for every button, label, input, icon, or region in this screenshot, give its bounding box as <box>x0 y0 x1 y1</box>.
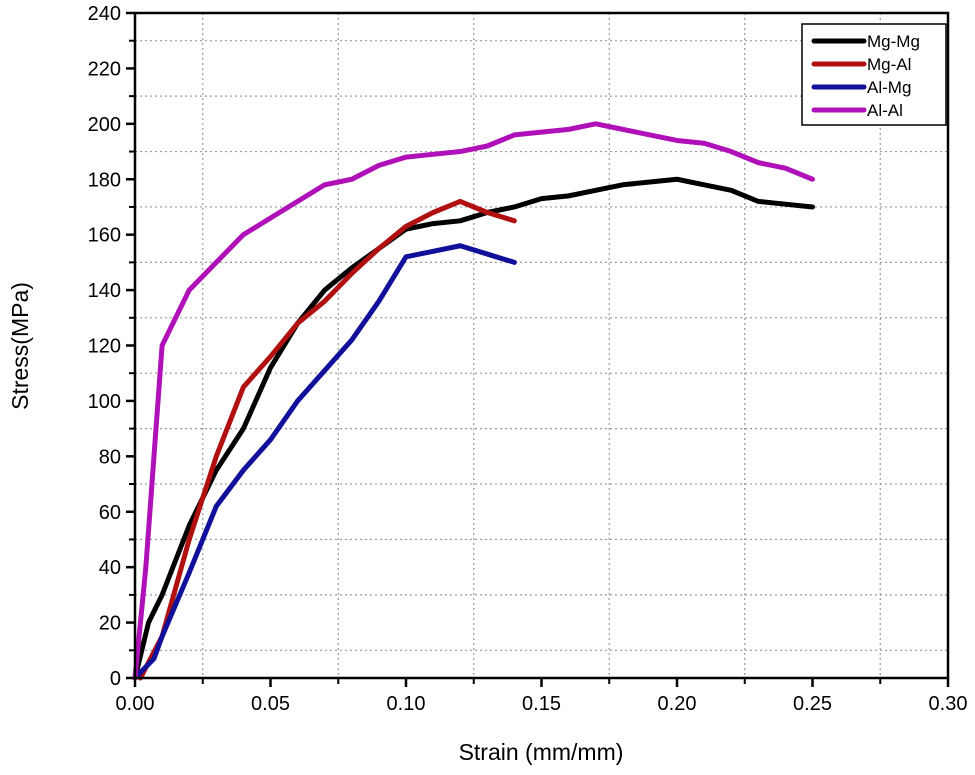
y-tick-label: 20 <box>99 613 121 635</box>
legend-label-al-mg: Al-Mg <box>867 78 911 97</box>
series-line-mg-mg <box>132 176 815 681</box>
y-tick-label: 160 <box>88 225 121 247</box>
axes: 0.00 0.05 0.10 0.15 0.20 0.25 0.30 0 20 40 60 80 100… <box>88 3 968 715</box>
series-line-al-mg <box>132 243 517 681</box>
x-tick-label: 0.15 <box>522 693 561 715</box>
y-tick-label: 40 <box>99 557 121 579</box>
x-tick-label: 0.20 <box>658 693 697 715</box>
y-tick-label: 220 <box>88 58 121 80</box>
series-line-mg-al <box>137 198 517 681</box>
y-tick-label: 60 <box>99 502 121 524</box>
y-axis-title: Stress(MPa) <box>7 282 33 410</box>
x-tick-label: 0.10 <box>387 693 426 715</box>
y-tick-label: 200 <box>88 114 121 136</box>
x-tick-label: 0.30 <box>929 693 968 715</box>
y-tick-label: 240 <box>88 3 121 25</box>
legend-label-al-al: Al-Al <box>867 101 903 120</box>
y-tick-label: 80 <box>99 446 121 468</box>
legend-label-mg-mg: Mg-Mg <box>867 32 920 51</box>
x-tick-label: 0.05 <box>251 693 290 715</box>
y-tick-label: 180 <box>88 169 121 191</box>
series-group <box>132 121 815 681</box>
y-tick-label: 140 <box>88 280 121 302</box>
y-tick-label: 0 <box>110 668 121 690</box>
x-axis-title: Strain (mm/mm) <box>459 739 624 765</box>
legend: Mg-Mg Mg-Al Al-Mg Al-Al <box>801 23 947 126</box>
x-tick-label: 0.25 <box>793 693 832 715</box>
x-tick-label: 0.00 <box>116 693 155 715</box>
legend-label-mg-al: Mg-Al <box>867 55 911 74</box>
series-line-al-al <box>132 121 815 681</box>
y-tick-label: 100 <box>88 391 121 413</box>
y-tick-label: 120 <box>88 336 121 358</box>
